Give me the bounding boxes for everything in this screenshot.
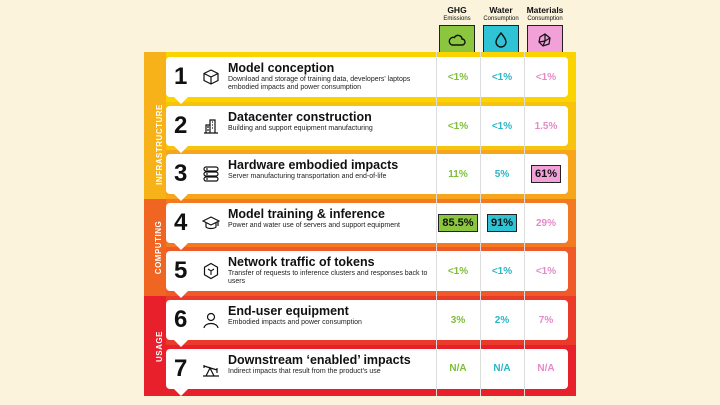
row-description: Download and storage of training data, d…	[228, 76, 411, 91]
cell-value: 7%	[538, 315, 554, 326]
row-title: End-user equipment	[228, 304, 349, 318]
value-water-row-5: <1%	[481, 264, 523, 279]
row-number: 3	[174, 160, 188, 187]
column-divider	[480, 52, 481, 396]
column-title: GHG	[447, 5, 467, 15]
cell-value: <1%	[491, 72, 513, 83]
value-ghg-row-7: N/A	[437, 361, 479, 376]
cell-value: <1%	[491, 266, 513, 277]
column-header-water: Water Consumption	[480, 5, 522, 63]
cell-value: 29%	[535, 218, 556, 229]
server-icon	[203, 166, 219, 182]
value-materials-row-2: 1.5%	[525, 119, 567, 134]
cell-value: 61%	[530, 165, 562, 183]
column-divider	[436, 52, 437, 396]
user-icon	[203, 312, 219, 329]
cell-value: <1%	[535, 266, 557, 277]
column-header-materials: Materials Consumption	[524, 5, 566, 63]
column-subtitle: Consumption	[483, 16, 519, 22]
row-title: Model conception	[228, 61, 335, 75]
cell-value: 2%	[494, 315, 510, 326]
value-water-row-7: N/A	[481, 361, 523, 376]
cell-value: 5%	[494, 169, 510, 180]
cell-value: 85.5%	[438, 214, 478, 232]
row-2: 2 Datacenter construction Building and s…	[166, 106, 568, 153]
row-description: Server manufacturing transportation and …	[228, 173, 387, 180]
column-divider	[524, 52, 525, 396]
cell-value: <1%	[447, 72, 469, 83]
network-icon	[203, 262, 219, 280]
water-tag	[482, 25, 519, 63]
row-7: 7 Downstream ‘enabled’ impacts Indirect …	[166, 349, 568, 396]
value-ghg-row-2: <1%	[437, 119, 479, 134]
value-ghg-row-1: <1%	[437, 70, 479, 85]
value-ghg-row-4: 85.5%	[437, 214, 479, 232]
cell-value: N/A	[493, 363, 511, 374]
row-6: 6 End-user equipment Embodied impacts an…	[166, 300, 568, 347]
water-drop-icon	[495, 31, 507, 48]
row-number: 7	[174, 355, 188, 382]
row-description: Transfer of requests to inference cluste…	[228, 270, 428, 285]
value-materials-row-3: 61%	[525, 165, 567, 183]
column-subtitle: Consumption	[527, 16, 563, 22]
row-number: 6	[174, 306, 188, 333]
pumpjack-icon	[203, 365, 219, 377]
value-ghg-row-6: 3%	[437, 313, 479, 328]
cell-value: 1.5%	[534, 121, 558, 132]
column-subtitle: Emissions	[443, 16, 471, 22]
cell-value: N/A	[537, 363, 555, 374]
row-5: 5 Network traffic of tokens Transfer of …	[166, 251, 568, 298]
value-water-row-6: 2%	[481, 313, 523, 328]
cloud-icon	[448, 34, 466, 46]
materials-tag	[526, 25, 563, 63]
value-materials-row-7: N/A	[525, 361, 567, 376]
cell-value: <1%	[447, 121, 469, 132]
row-number: 5	[174, 257, 188, 284]
value-water-row-1: <1%	[481, 70, 523, 85]
value-water-row-2: <1%	[481, 119, 523, 134]
ghg-tag	[438, 25, 475, 63]
row-1: 1 Model conception Download and storage …	[166, 57, 568, 104]
column-header-ghg: GHG Emissions	[436, 5, 478, 63]
cell-value: <1%	[447, 266, 469, 277]
row-title: Model training & inference	[228, 207, 385, 221]
value-water-row-4: 91%	[481, 214, 523, 232]
value-water-row-3: 5%	[481, 167, 523, 182]
cell-value: 91%	[486, 214, 518, 232]
cell-value: N/A	[449, 363, 467, 374]
value-ghg-row-5: <1%	[437, 264, 479, 279]
cell-value: <1%	[535, 72, 557, 83]
row-description: Indirect impacts that result from the pr…	[228, 368, 381, 375]
row-description: Building and support equipment manufactu…	[228, 125, 373, 132]
row-title: Downstream ‘enabled’ impacts	[228, 353, 411, 367]
cell-value: 3%	[450, 315, 466, 326]
row-title: Network traffic of tokens	[228, 255, 375, 269]
row-number: 1	[174, 63, 188, 90]
value-materials-row-4: 29%	[525, 216, 567, 231]
row-number: 2	[174, 112, 188, 139]
row-title: Datacenter construction	[228, 110, 372, 124]
column-title: Water	[489, 5, 513, 15]
cube-icon	[203, 69, 219, 85]
row-number: 4	[174, 209, 188, 236]
row-title: Hardware embodied impacts	[228, 158, 399, 172]
cell-value: <1%	[491, 121, 513, 132]
building-icon	[204, 119, 218, 134]
graduation-cap-icon	[202, 216, 220, 230]
value-ghg-row-3: 11%	[437, 167, 479, 182]
row-description: Embodied impacts and power consumption	[228, 319, 362, 326]
value-materials-row-6: 7%	[525, 313, 567, 328]
column-title: Materials	[526, 5, 564, 15]
value-materials-row-5: <1%	[525, 264, 567, 279]
row-3: 3 Hardware embodied impacts Server manuf…	[166, 154, 568, 201]
cell-value: 11%	[448, 169, 468, 180]
row-description: Power and water use of servers and suppo…	[228, 222, 400, 229]
materials-icon	[538, 32, 551, 47]
value-materials-row-1: <1%	[525, 70, 567, 85]
